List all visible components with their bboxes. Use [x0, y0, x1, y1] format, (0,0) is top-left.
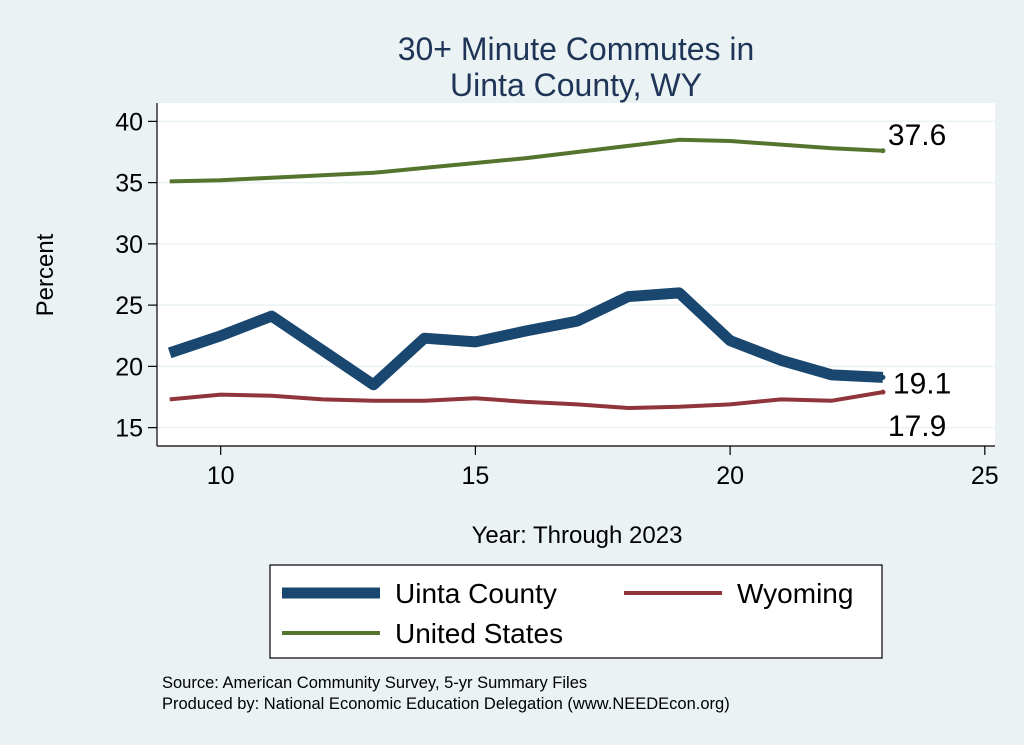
series-line-uinta-county: [167, 287, 884, 391]
x-tick-label-10: 10: [207, 462, 235, 490]
series-endpoint-united-states: [880, 148, 886, 154]
y-axis-label: Percent: [32, 233, 59, 316]
series-line-united-states: [169, 137, 883, 184]
y-tick-label-35: 35: [115, 170, 143, 198]
chart-title-line-1: 30+ Minute Commutes in: [398, 31, 755, 67]
end-label-uinta-county: 19.1: [893, 367, 951, 400]
series-endpoint-wyoming: [880, 389, 886, 395]
gridlines: [157, 120, 995, 429]
x-tick-label-15: 15: [461, 462, 489, 490]
legend-label-united-states: United States: [395, 618, 563, 649]
y-tick-label-20: 20: [115, 353, 143, 381]
y-tick-label-30: 30: [115, 231, 143, 259]
y-tick-label-40: 40: [115, 108, 143, 136]
source-note: Source: American Community Survey, 5-yr …: [162, 674, 587, 692]
axes: 15 20 25 30 35 40 10 15 20 25: [115, 103, 999, 490]
legend-label-uinta-county: Uinta County: [395, 578, 557, 609]
series-line-wyoming: [169, 390, 884, 410]
produced-by-note: Produced by: National Economic Education…: [162, 695, 730, 713]
end-labels: 37.6 17.9 19.1: [888, 119, 951, 443]
x-tick-label-25: 25: [971, 462, 999, 490]
series-endpoint-uinta-county: [880, 374, 886, 380]
x-axis-label: Year: Through 2023: [472, 522, 683, 549]
legend-box: [269, 564, 883, 659]
chart-title-line-2: Uinta County, WY: [450, 67, 702, 103]
legend: Uinta County Wyoming United States: [269, 564, 883, 659]
end-label-united-states: 37.6: [888, 119, 946, 152]
y-tick-label-15: 15: [115, 415, 143, 443]
y-tick-label-25: 25: [115, 292, 143, 320]
end-label-wyoming: 17.9: [888, 410, 946, 443]
x-tick-label-20: 20: [716, 462, 744, 490]
legend-label-wyoming: Wyoming: [737, 578, 853, 609]
series-layer: [167, 137, 886, 410]
plot-area: [157, 103, 995, 446]
